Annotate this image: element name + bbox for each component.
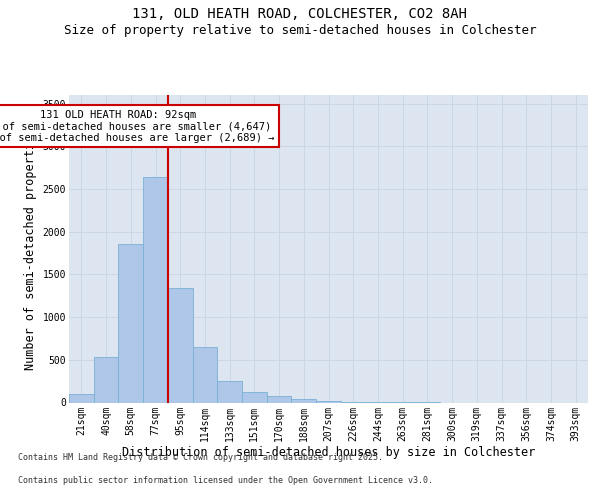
Bar [168,288,193,403]
Text: Size of property relative to semi-detached houses in Colchester: Size of property relative to semi-detach… [64,24,536,37]
Bar [69,394,94,402]
Bar [193,347,217,403]
Bar [267,396,292,402]
Bar [292,399,316,402]
Bar [94,357,118,403]
Text: 131, OLD HEATH ROAD, COLCHESTER, CO2 8AH: 131, OLD HEATH ROAD, COLCHESTER, CO2 8AH [133,8,467,22]
Bar [217,381,242,402]
Bar [242,392,267,402]
Bar [143,177,168,402]
Text: 131 OLD HEATH ROAD: 92sqm
← 62% of semi-detached houses are smaller (4,647)
  36: 131 OLD HEATH ROAD: 92sqm ← 62% of semi-… [0,110,275,142]
Bar [316,401,341,402]
Text: Contains public sector information licensed under the Open Government Licence v3: Contains public sector information licen… [18,476,433,485]
Text: Contains HM Land Registry data © Crown copyright and database right 2025.: Contains HM Land Registry data © Crown c… [18,454,383,462]
X-axis label: Distribution of semi-detached houses by size in Colchester: Distribution of semi-detached houses by … [122,446,535,459]
Y-axis label: Number of semi-detached properties: Number of semi-detached properties [24,128,37,370]
Bar [118,244,143,402]
